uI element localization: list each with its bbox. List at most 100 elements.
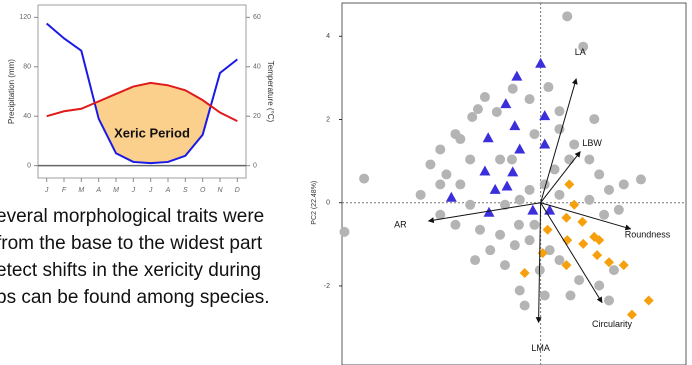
point (500, 98, 512, 109)
xeric-area (94, 82, 211, 164)
point (482, 132, 494, 143)
x-tick-label: N (217, 187, 223, 194)
point (542, 224, 553, 235)
point (465, 154, 476, 165)
point (511, 70, 523, 81)
point (604, 295, 615, 306)
point (529, 129, 540, 140)
point (592, 250, 603, 261)
point (594, 169, 605, 180)
point (455, 179, 466, 190)
loading-label: Circularity (592, 319, 633, 329)
point (594, 280, 605, 291)
point (485, 245, 496, 256)
point (539, 290, 550, 301)
point (467, 112, 478, 123)
point (475, 224, 486, 235)
loading-arrow (540, 78, 578, 203)
point (507, 83, 518, 94)
x-tick-label: A (165, 187, 171, 194)
y2-tick-label: 20 (253, 113, 261, 120)
point (562, 11, 573, 22)
point (594, 235, 605, 246)
loading-arrow (427, 202, 541, 224)
body-line: ps can be found among species. (0, 287, 270, 308)
loading-label: LA (575, 47, 586, 57)
y-tick-label: 0 (326, 200, 330, 207)
point (499, 260, 510, 271)
point (524, 94, 535, 105)
point (495, 229, 506, 240)
point (513, 219, 524, 230)
point (509, 120, 521, 131)
point (604, 184, 615, 195)
point (618, 260, 629, 271)
loading-label: Roundness (625, 229, 671, 239)
point (578, 238, 589, 249)
point (441, 169, 452, 180)
point (554, 106, 565, 117)
y2-axis-label: Temperature (°C) (266, 61, 275, 123)
point (604, 257, 615, 268)
point (574, 275, 585, 286)
point (535, 57, 547, 68)
point (577, 216, 588, 227)
point (589, 114, 600, 125)
point (445, 191, 457, 202)
point (450, 219, 461, 230)
point (339, 226, 350, 237)
series-line (46, 81, 238, 123)
point (524, 184, 535, 195)
point (479, 92, 490, 103)
point (514, 285, 525, 296)
x-tick-label: M (78, 187, 84, 194)
y-tick-label: 2 (326, 116, 330, 123)
y-axis-label: PC2 (22.48%) (311, 181, 318, 225)
point (483, 206, 495, 217)
point (529, 219, 540, 230)
point (435, 144, 446, 155)
y2-tick-label: 60 (253, 14, 261, 21)
point (599, 209, 610, 220)
x-tick-label: D (235, 187, 240, 194)
loading-arrow (540, 202, 632, 231)
y-tick-label: -2 (324, 283, 330, 290)
point (635, 174, 646, 185)
point (501, 180, 513, 191)
point (561, 260, 572, 271)
point (608, 265, 619, 276)
point (455, 134, 466, 145)
point (584, 194, 595, 205)
y-tick-label: 4 (326, 33, 330, 40)
point (507, 166, 519, 177)
x-tick-label: F (62, 187, 67, 194)
point (415, 189, 426, 200)
body-line: from the base to the widest part (0, 233, 263, 254)
x-tick-label: M (113, 187, 119, 194)
loading-arrow (535, 202, 542, 324)
y2-tick-label: 40 (253, 64, 261, 71)
y2-tick-label: 0 (253, 162, 257, 169)
point (499, 199, 510, 210)
point (613, 204, 624, 215)
point (506, 154, 517, 165)
point (470, 255, 481, 266)
point (514, 143, 526, 154)
point (539, 110, 551, 121)
point (561, 212, 572, 223)
point (618, 179, 629, 190)
x-tick-label: J (131, 187, 136, 194)
point (564, 179, 575, 190)
y-tick-label: 120 (19, 14, 31, 21)
point (524, 235, 535, 246)
y-axis-label: Precipitation (mm) (7, 59, 16, 124)
point (584, 154, 595, 165)
point (519, 268, 530, 279)
body-line: etect shifts in the xericity during (0, 260, 261, 281)
loading-arrow (540, 202, 603, 304)
point (626, 309, 637, 320)
point (554, 189, 565, 200)
point (565, 290, 576, 301)
x-tick-label: A (95, 187, 101, 194)
